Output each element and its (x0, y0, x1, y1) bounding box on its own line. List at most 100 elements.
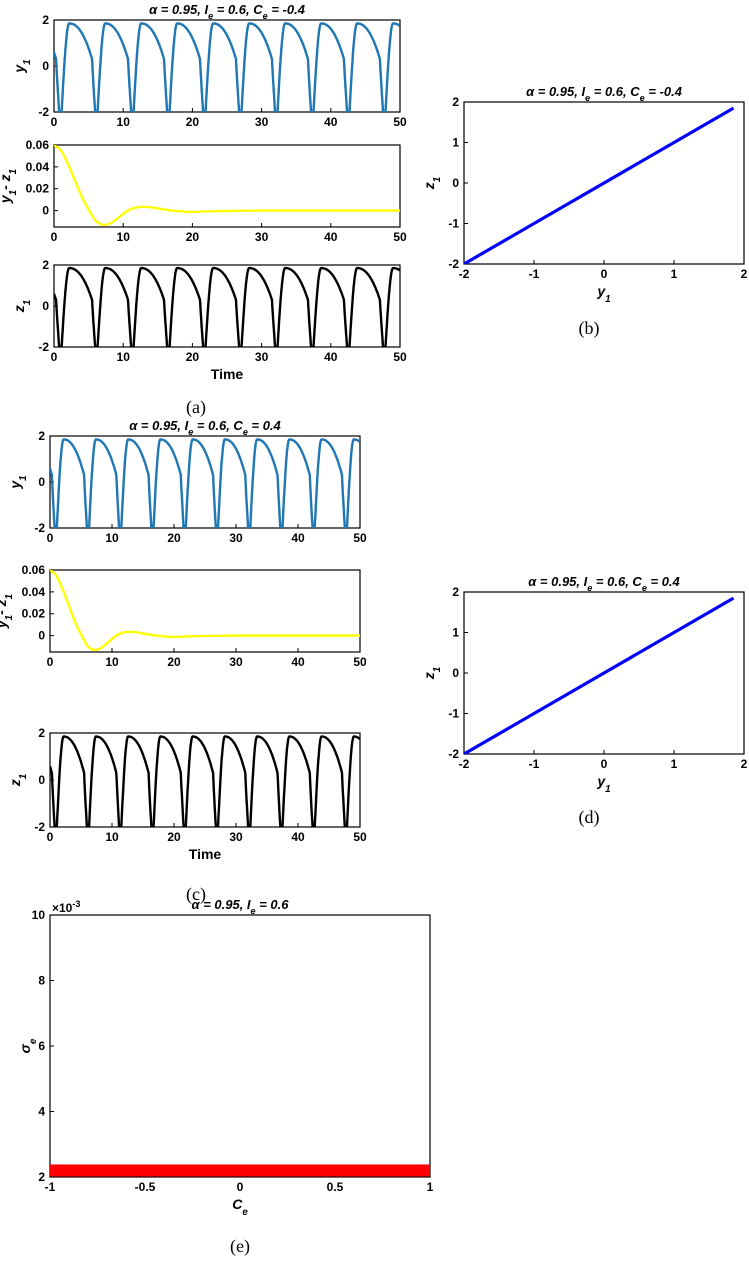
x-tick-label: 50 (353, 655, 367, 669)
y-tick-label: -1 (448, 217, 459, 231)
y-tick-label: 0 (38, 475, 45, 489)
x-tick-label: 10 (117, 350, 131, 364)
x-tick-label: 50 (393, 350, 407, 364)
x-tick-label: 50 (393, 115, 407, 129)
x-tick-label: 20 (186, 115, 200, 129)
y-tick-label: 4 (38, 1105, 45, 1119)
x-tick-label: 0 (47, 655, 54, 669)
y-tick-label: 10 (32, 908, 46, 922)
x-tick-label: 10 (105, 830, 119, 844)
x-tick-label: 10 (105, 655, 119, 669)
x-tick-label: 20 (167, 655, 181, 669)
axes-box (53, 144, 401, 228)
y-axis-label: z1 (7, 774, 29, 787)
y-tick-label: 2 (42, 13, 49, 27)
x-tick-label: 0 (51, 350, 58, 364)
x-tick-label: 20 (167, 531, 181, 545)
series-line (54, 266, 400, 347)
x-tick-label: 0 (601, 267, 608, 281)
chart-title: α = 0.95, Ie = 0.6, Ce = 0.4 (129, 418, 281, 437)
chart-title: α = 0.95, Ie = 0.6, Ce = -0.4 (526, 84, 683, 103)
x-tick-label: 0 (51, 230, 58, 244)
y-tick-label: -2 (448, 747, 459, 761)
chart-e_sigma: -1 -0.5 0 0.5 1 2 4 6 8 10 α = 0.95, Ie = 0.6 Ce σe ×… (17, 897, 434, 1218)
x-tick-label: -1 (45, 1180, 56, 1194)
y-tick-label: 2 (42, 258, 49, 272)
x-tick-label: -1 (529, 267, 540, 281)
y-tick-label: 0 (42, 59, 49, 73)
y-tick-label: 0 (42, 299, 49, 313)
x-tick-label: 2 (741, 267, 748, 281)
panel-label-e: (e) (230, 1236, 250, 1257)
y-tick-label: 0 (38, 629, 45, 643)
y-tick-label: 1 (452, 136, 459, 150)
y-axis-label: y1 (7, 475, 29, 489)
x-tick-label: 10 (117, 230, 131, 244)
y-axis-label: z1 (421, 177, 443, 190)
chart-d_phase: -2 -1 0 1 2 -2 -1 0 1 2 α = 0.95, Ie = 0.6, Ce = 0… (421, 574, 748, 795)
y-tick-label: -2 (448, 257, 459, 271)
x-tick-label: 10 (105, 531, 119, 545)
x-tick-label: -1 (529, 757, 540, 771)
series-line (464, 106, 735, 264)
y-tick-label: -2 (38, 105, 49, 119)
x-tick-label: 30 (229, 830, 243, 844)
chart-b_phase: -2 -1 0 1 2 -2 -1 0 1 2 α = 0.95, Ie = 0.6, Ce = -… (421, 84, 748, 305)
x-tick-label: 0 (51, 115, 58, 129)
y-axis-label: σe (17, 1038, 39, 1053)
x-tick-label: 20 (186, 350, 200, 364)
y-tick-label: 2 (38, 429, 45, 443)
series-line (464, 596, 735, 754)
y-tick-label: 0.06 (22, 563, 46, 577)
x-tick-label: 20 (167, 830, 181, 844)
y-tick-label: 0 (452, 176, 459, 190)
x-tick-label: 40 (324, 350, 338, 364)
x-tick-label: 1 (671, 267, 678, 281)
chart-title: α = 0.95, Ie = 0.6, Ce = -0.4 (149, 2, 306, 21)
axes-box (49, 569, 361, 653)
axes-box (49, 914, 431, 1178)
x-tick-label: 40 (291, 830, 305, 844)
series-line (50, 438, 360, 528)
x-tick-label: 30 (255, 350, 269, 364)
x-axis-label: Ce (232, 1196, 248, 1218)
y-tick-label: 0.02 (26, 182, 50, 196)
x-tick-label: 50 (353, 531, 367, 545)
chart-title: α = 0.95, Ie = 0.6 (192, 897, 290, 916)
y-tick-label: 1 (452, 626, 459, 640)
x-tick-label: 0 (47, 531, 54, 545)
series-line (50, 570, 360, 652)
x-tick-label: 30 (255, 115, 269, 129)
x-tick-label: 40 (291, 531, 305, 545)
y-tick-label: -2 (34, 521, 45, 535)
x-axis-label: y1 (596, 283, 610, 305)
x-tick-label: 40 (324, 115, 338, 129)
x-tick-label: 10 (117, 115, 131, 129)
y-axis-label: y1- z1 (0, 594, 15, 629)
x-tick-label: 0 (47, 830, 54, 844)
y-tick-label: 2 (38, 1170, 45, 1184)
y-axis-label: y1- z1 (0, 169, 19, 204)
y-axis-label: z1 (421, 667, 443, 680)
chart-title: α = 0.95, Ie = 0.6, Ce = 0.4 (528, 574, 680, 593)
x-tick-label: 40 (324, 230, 338, 244)
x-tick-label: 50 (393, 230, 407, 244)
y-tick-label: -2 (34, 820, 45, 834)
y-tick-label: 0 (42, 204, 49, 218)
series-line (54, 145, 400, 227)
y-exponent-label: ×10-3 (52, 899, 80, 915)
panel-label-c: (c) (186, 884, 206, 905)
y-tick-label: 2 (452, 585, 459, 599)
series-line (54, 22, 400, 112)
x-axis-label: Time (211, 366, 244, 382)
x-tick-label: 0.5 (327, 1180, 344, 1194)
x-tick-label: 0 (237, 1180, 244, 1194)
y-axis-label: z1 (11, 300, 33, 313)
series-band (50, 1164, 430, 1177)
x-axis-label: Time (189, 846, 222, 862)
